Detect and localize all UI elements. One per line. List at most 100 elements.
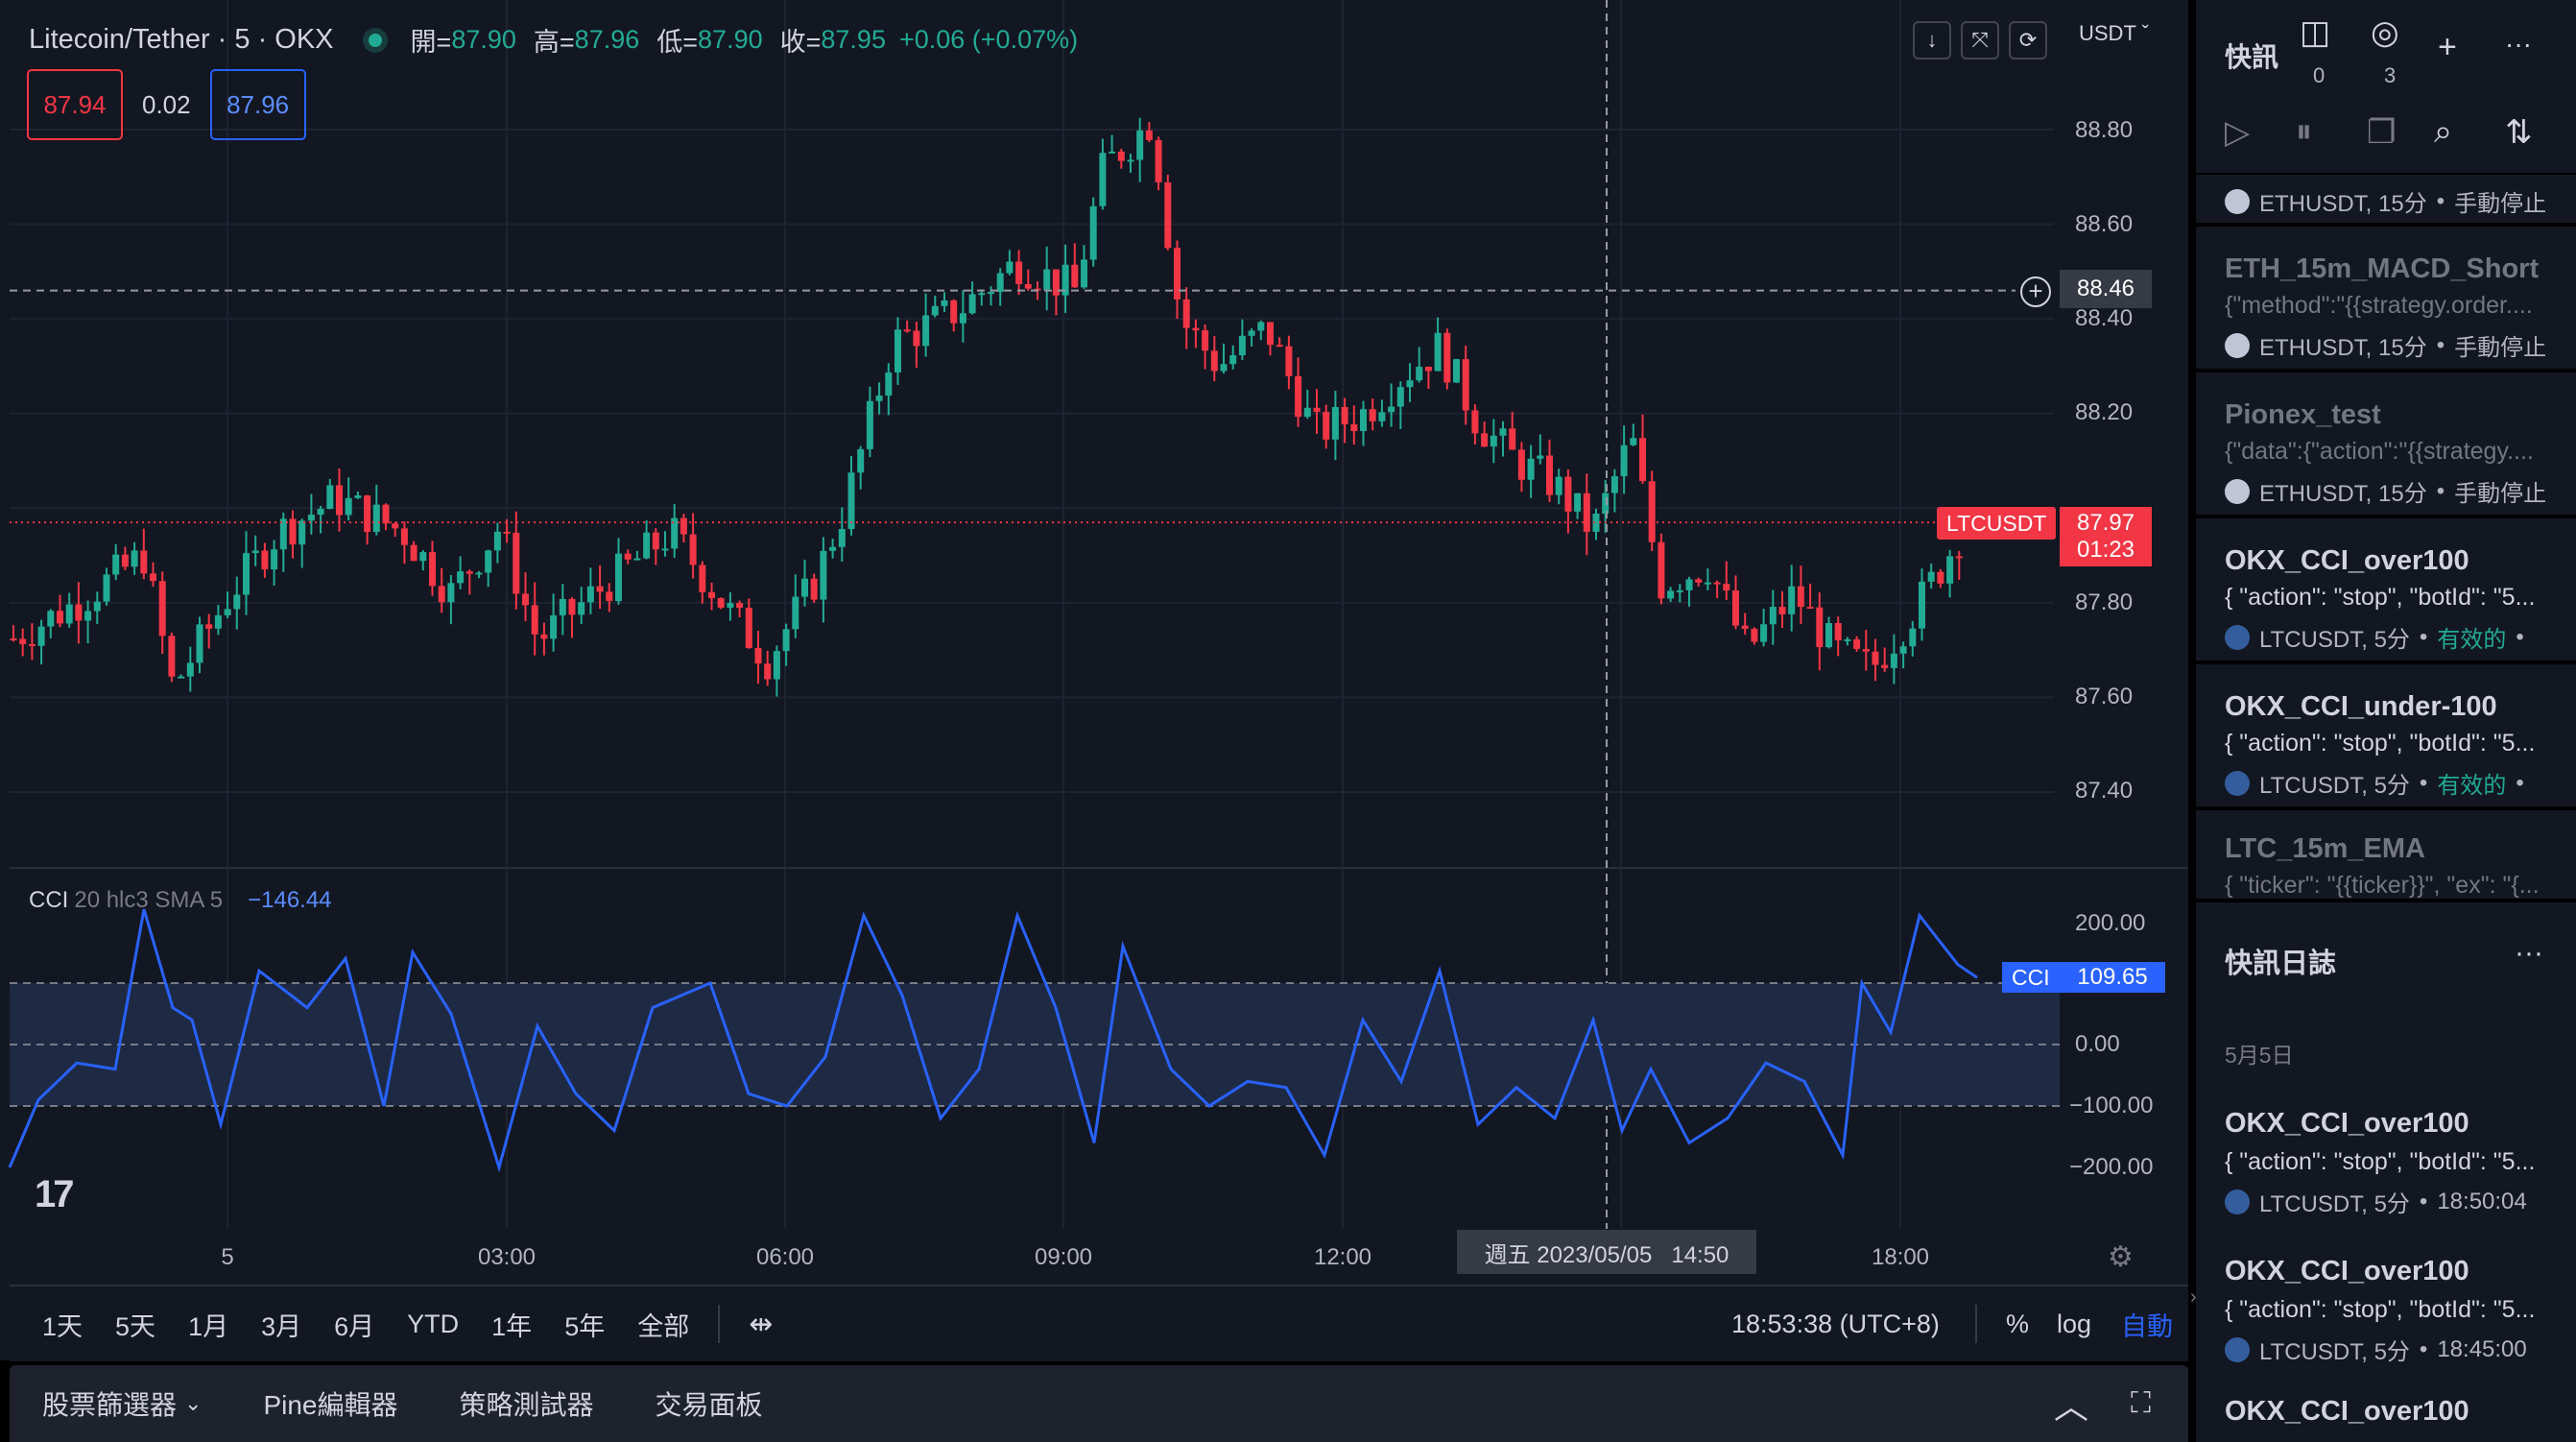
sell-button[interactable]: 87.94: [27, 69, 123, 140]
log-item[interactable]: OKX_CCI_over100 { "action": "stop", "bot…: [2196, 1231, 2576, 1375]
sort-icon[interactable]: ⇅: [2505, 114, 2533, 151]
candle-body: [112, 554, 120, 575]
candle-body: [1927, 571, 1935, 582]
alert-log-title: 快訊日誌: [2225, 949, 2337, 979]
candle-body: [1081, 259, 1087, 288]
price-tick: 87.60: [2075, 684, 2134, 709]
log-name: OKX_CCI_over100: [2225, 1256, 2469, 1286]
log-item[interactable]: OKX_CCI_over100 { "action": "stop", "bot…: [2196, 1083, 2576, 1227]
alert-log-icon[interactable]: ◎: [2371, 14, 2399, 51]
play-icon[interactable]: ▷: [2225, 114, 2251, 151]
percent-scale-toggle[interactable]: %: [2006, 1309, 2030, 1338]
candle-body: [214, 614, 222, 629]
panel-divider[interactable]: [2188, 0, 2196, 1442]
fullscreen-icon[interactable]: ⛶: [2131, 1387, 2151, 1419]
cci-legend[interactable]: CCI 20 hlc3 SMA 5 −146.44: [29, 887, 332, 914]
range-1y[interactable]: 1年: [491, 1311, 533, 1341]
candle-body: [1778, 607, 1786, 614]
range-3m[interactable]: 3月: [261, 1311, 302, 1341]
tab-pine-editor[interactable]: Pine編輯器: [263, 1390, 398, 1420]
range-all[interactable]: 全部: [637, 1311, 690, 1341]
alert-item[interactable]: OKX_CCI_over100 { "action": "stop", "bot…: [2196, 518, 2576, 661]
candle-body: [1406, 380, 1414, 388]
candle-body: [1424, 367, 1432, 372]
candle-body: [1229, 354, 1237, 365]
change-value: +0.06 (+0.07%): [898, 25, 1079, 54]
candle-body: [680, 517, 687, 535]
range-6m[interactable]: 6月: [334, 1311, 375, 1341]
candle-body: [1453, 359, 1460, 383]
range-5y[interactable]: 5年: [564, 1311, 606, 1341]
copy-icon[interactable]: ❐: [2367, 114, 2397, 151]
goto-date-icon[interactable]: ⇹: [749, 1308, 774, 1340]
alert-item[interactable]: ETHUSDT, 15分 • 手動停止: [2196, 175, 2576, 223]
range-5d[interactable]: 5天: [115, 1311, 156, 1341]
tab-stock-screener[interactable]: 股票篩選器: [42, 1390, 178, 1420]
candle-body: [178, 676, 185, 679]
candle-body: [578, 602, 585, 615]
symbol-title[interactable]: Litecoin/Tether · 5 · OKX: [29, 24, 334, 55]
low-label: 低=: [656, 28, 699, 57]
alert-item[interactable]: Pionex_test {"data":{"action":"{{strateg…: [2196, 373, 2576, 515]
chevron-up-icon[interactable]: ︿: [2054, 1386, 2089, 1426]
search-icon[interactable]: ⌕: [2434, 113, 2453, 150]
refresh-icon[interactable]: ⟳: [2009, 21, 2047, 60]
candle-body: [596, 586, 604, 592]
candle-body: [624, 553, 632, 560]
chevron-down-icon[interactable]: ⌄: [184, 1391, 203, 1415]
chart-area[interactable]: Litecoin/Tether · 5 · OKX 開= 87.90 高= 87.9…: [0, 0, 2188, 1360]
chevron-right-icon[interactable]: ›: [2190, 1286, 2197, 1308]
plus-icon[interactable]: +: [2438, 29, 2457, 65]
log-item[interactable]: OKX_CCI_over100: [2196, 1379, 2576, 1442]
candle-body: [1583, 493, 1590, 532]
candle-body: [279, 518, 287, 550]
alert-symbol: LTCUSDT, 5分: [2259, 627, 2410, 653]
more-icon[interactable]: ···: [2515, 937, 2543, 969]
price-chart[interactable]: [0, 0, 2188, 1285]
candle-body: [205, 624, 213, 629]
candle-body: [410, 544, 417, 562]
high-value: 87.96: [574, 25, 640, 54]
add-alert-icon[interactable]: +: [2020, 276, 2051, 307]
range-1m[interactable]: 1月: [188, 1311, 229, 1341]
candle-body: [233, 594, 241, 610]
candle-body: [1267, 322, 1274, 346]
candle-body: [913, 330, 920, 347]
clock[interactable]: 18:53:38 (UTC+8): [1731, 1309, 1940, 1338]
candle-body: [838, 529, 846, 547]
alert-item[interactable]: ETH_15m_MACD_Short {"method":"{{strategy…: [2196, 227, 2576, 369]
alert-item[interactable]: LTC_15m_EMA { "ticker": "{{ticker}}", "e…: [2196, 810, 2576, 899]
price-tick: 87.40: [2075, 778, 2134, 804]
pause-icon[interactable]: ⏸: [2296, 113, 2312, 150]
more-icon[interactable]: ···: [2505, 29, 2532, 59]
alert-meta: ETHUSDT, 15分 • 手動停止: [2225, 474, 2546, 508]
tab-strategy-tester[interactable]: 策略測試器: [459, 1390, 594, 1420]
market-open-indicator: [368, 33, 382, 47]
alerts-list-icon[interactable]: ◫: [2300, 14, 2331, 51]
candle-body: [931, 305, 939, 316]
candle-body: [1630, 438, 1637, 445]
currency-selector[interactable]: USDT ˇ: [2079, 21, 2149, 45]
collapse-icon[interactable]: ⤧: [1961, 21, 1999, 60]
down-arrow-icon[interactable]: ↓: [1913, 21, 1951, 60]
candle-body: [1071, 264, 1079, 288]
candle-body: [1555, 476, 1562, 495]
candle-body: [1089, 205, 1097, 260]
tradingview-logo[interactable]: 17: [35, 1173, 74, 1215]
candle-body: [251, 550, 259, 554]
candle-body: [140, 550, 148, 574]
close-value: 87.95: [821, 25, 886, 54]
log-scale-toggle[interactable]: log: [2057, 1309, 2092, 1338]
alert-log: 快訊日誌 ··· 5月5日 OKX_CCI_over100 { "action"…: [2196, 902, 2576, 1442]
tab-trading-panel[interactable]: 交易面板: [655, 1390, 763, 1420]
range-ytd[interactable]: YTD: [407, 1309, 460, 1338]
candle-body: [1360, 409, 1367, 431]
range-1d[interactable]: 1天: [42, 1311, 83, 1341]
buy-button[interactable]: 87.96: [209, 69, 306, 140]
log-time: 18:45:00: [2437, 1335, 2527, 1362]
candle-body: [364, 495, 371, 533]
price-tick: 87.80: [2075, 589, 2134, 615]
alert-item[interactable]: OKX_CCI_under-100 { "action": "stop", "b…: [2196, 664, 2576, 806]
auto-scale-toggle[interactable]: 自動: [2121, 1311, 2173, 1341]
gear-icon[interactable]: ⚙: [2108, 1241, 2134, 1273]
